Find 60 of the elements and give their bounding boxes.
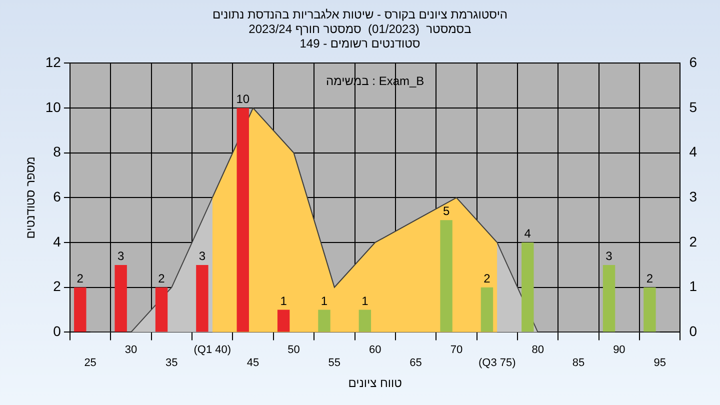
bar [114,264,127,332]
x-tick-label: 60 [368,344,382,356]
data-label: 3 [198,248,206,263]
x-tick-label: (Q3 75) [478,357,516,370]
x-tick-label: 35 [166,357,178,370]
bar [602,264,616,332]
x-axis-title: טווח ציונים [348,376,402,390]
y-axis-title: מספר סטודנטים [24,156,38,239]
chart-title: היסטוגרמת ציונים בקורס - שיטות אלגבריות בהנדסת נתונים [212,8,508,22]
y2-tick-label: 1 [689,278,698,294]
bar [196,264,208,332]
x-tick-label: 45 [246,357,260,370]
y2-tick-label: 6 [689,54,698,70]
x-tick-label: 80 [532,344,544,356]
data-label: 1 [280,294,288,308]
x-tick-label: 30 [124,344,138,356]
y-tick-label: 2 [53,278,62,294]
data-label: 3 [606,248,613,263]
data-label: 2 [76,271,84,286]
bar [480,287,494,332]
bar [74,287,86,332]
x-tick-label: 95 [654,357,666,370]
text: בסמסטר (01/2023) סמסטר חורף 2023/24 [248,22,472,36]
x-tick-label: 70 [450,344,463,356]
x-tick-label: 50 [288,344,300,356]
x-tick-label: 90 [613,344,626,356]
data-label: 5 [442,204,450,218]
bar [318,310,330,332]
bar [522,242,534,332]
y-tick-label: 12 [45,54,62,70]
y-tick-label: 6 [53,188,62,205]
bar [236,108,249,332]
data-label: 1 [320,294,328,308]
bar [644,287,656,332]
bar [358,310,372,332]
x-tick-label: 65 [410,357,422,370]
data-label: 1 [362,294,369,308]
x-tick-label: 55 [328,357,341,370]
y2-tick-label: 3 [689,188,698,205]
data-label: 4 [524,226,532,241]
y-tick-label: 8 [53,144,62,160]
bar [440,220,452,332]
x-tick-label: (Q1 40) [194,344,232,356]
data-label: 2 [646,271,654,286]
data-label: 2 [484,271,491,286]
y2-tick-label: 2 [689,233,698,250]
y-tick-label: 0 [53,323,62,340]
y-tick-label: 10 [45,98,62,115]
y2-tick-label: 0 [689,323,698,340]
data-label: 3 [117,248,124,263]
y2-tick-label: 5 [689,98,698,115]
x-tick-label: 25 [84,357,96,370]
bar [277,310,290,332]
y2-tick-label: 4 [689,144,698,160]
data-label: 2 [158,271,166,286]
text: סטודנטים רשומים - 149 [300,36,420,50]
bar [155,287,168,332]
y-tick-label: 4 [53,233,62,250]
x-tick-label: 85 [572,357,585,370]
data-label: 10 [236,92,250,106]
